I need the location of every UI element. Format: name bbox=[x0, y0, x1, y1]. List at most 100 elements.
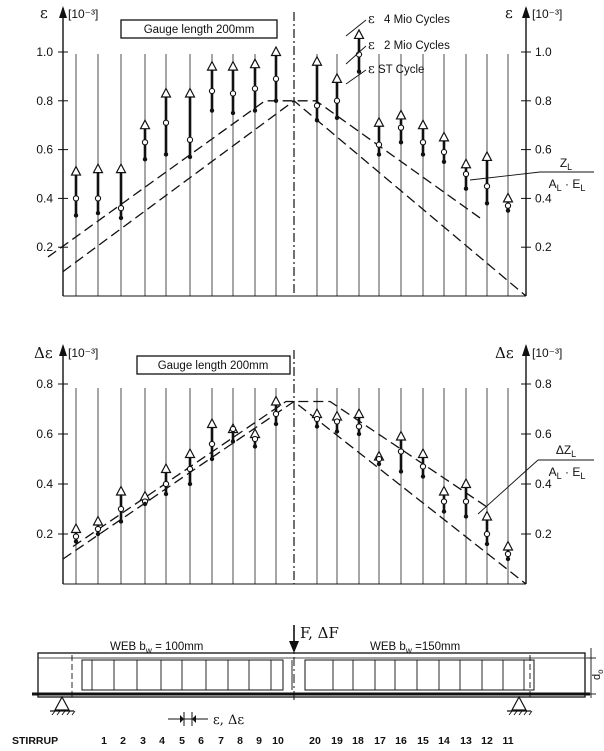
top-point-circle-16 bbox=[397, 124, 405, 131]
mid-tick-label-left-0: 0.2 bbox=[36, 527, 53, 541]
load-label: F, ΔF bbox=[300, 624, 339, 642]
mid-point-triangle-12 bbox=[481, 510, 493, 521]
mid-point-dot-16 bbox=[398, 469, 404, 474]
web-right-label: WEB bw =150mm bbox=[370, 641, 460, 655]
stirrup-number-3: 3 bbox=[140, 735, 146, 747]
top-point-triangle-19 bbox=[331, 72, 343, 83]
load-arrow: F, ΔF bbox=[289, 624, 339, 653]
top-point-circle-13 bbox=[462, 170, 470, 178]
top-point-circle-14 bbox=[440, 148, 448, 156]
top-gauge-box bbox=[120, 19, 278, 39]
top-tick-label-right-0: 0.2 bbox=[535, 240, 552, 254]
depth-label: do bbox=[591, 669, 604, 680]
legend-item-2-mio: ε 2 Mio Cycles bbox=[368, 38, 450, 53]
support-right bbox=[507, 695, 533, 716]
top-point-circle-4 bbox=[141, 139, 149, 146]
mid-point-circle-13 bbox=[462, 498, 470, 505]
mid-formula-denominator: AL · EL bbox=[549, 465, 586, 481]
mid-point-circle-17 bbox=[375, 455, 383, 463]
mid-point-circle-8 bbox=[229, 425, 237, 433]
mid-panel: Δε [10⁻³] Δε [10⁻³] Gauge length 200mm 0… bbox=[34, 344, 594, 585]
gauge-indicator-arrow-left bbox=[180, 715, 184, 723]
mid-point-circle-11 bbox=[504, 550, 512, 558]
top-point-dot-9 bbox=[252, 108, 258, 113]
mid-point-dot-3 bbox=[118, 519, 124, 524]
mid-gauge-box bbox=[136, 355, 291, 375]
top-point-triangle-14 bbox=[438, 131, 450, 142]
mid-reference-curve-2 bbox=[62, 400, 527, 585]
top-point-triangle-16 bbox=[395, 109, 407, 120]
mid-unit-label-left: [10⁻³] bbox=[68, 346, 98, 360]
mid-point-triangle-2 bbox=[92, 515, 104, 526]
top-tick-label-right-2: 0.6 bbox=[535, 143, 552, 157]
top-point-dot-5 bbox=[163, 152, 169, 157]
top-right-y-arrow bbox=[522, 6, 530, 18]
legend-sym-2: ε bbox=[368, 38, 375, 53]
legend-label-2: 2 Mio Cycles bbox=[384, 40, 450, 52]
mid-tick-label-left-1: 0.4 bbox=[36, 477, 53, 491]
top-tick-label-right-1: 0.4 bbox=[535, 191, 552, 205]
mid-reference-curves bbox=[62, 400, 527, 585]
web-left-text: WEB bw = 100mm bbox=[110, 641, 203, 655]
web-left-label: WEB bw = 100mm bbox=[110, 641, 203, 655]
mid-point-dot-13 bbox=[463, 514, 469, 519]
top-point-triangle-15 bbox=[417, 118, 429, 130]
web-opening-left bbox=[81, 659, 284, 691]
legend-label-1: 4 Mio Cycles bbox=[384, 14, 450, 26]
mid-formula-leader bbox=[477, 459, 539, 515]
mid-tick-label-right-2: 0.6 bbox=[535, 427, 552, 441]
top-tick-label-left-2: 0.6 bbox=[36, 143, 53, 157]
mid-right-y-arrow bbox=[522, 344, 530, 356]
legend-label-3: ST Cycle bbox=[378, 64, 424, 76]
top-point-dot-8 bbox=[230, 110, 236, 116]
top-point-circle-12 bbox=[483, 183, 491, 190]
legend-sym-3: ε bbox=[368, 62, 375, 77]
top-point-triangle-12 bbox=[481, 150, 493, 162]
top-point-dot-19 bbox=[334, 115, 340, 121]
stirrup-number-15: 15 bbox=[417, 735, 429, 747]
mid-point-triangle-11 bbox=[502, 540, 514, 551]
top-point-dot-12 bbox=[484, 201, 490, 206]
top-point-triangle-11 bbox=[502, 192, 514, 203]
mid-point-dot-2 bbox=[95, 531, 101, 537]
gauge-indicator-label: ε, Δε bbox=[213, 713, 244, 728]
top-point-circle-2 bbox=[94, 195, 102, 202]
mid-left-y-arrow bbox=[59, 344, 67, 356]
legend-item-4-mio: ε 4 Mio Cycles bbox=[368, 12, 450, 27]
top-y-ticks: 0.2 0.2 0.4 0.4 0.6 0.6 0.8 0.8 1.0 1.0 bbox=[36, 45, 552, 254]
mid-tick-label-left-3: 0.8 bbox=[36, 377, 53, 391]
mid-point-circle-1 bbox=[72, 533, 80, 540]
mid-point-circle-15 bbox=[419, 463, 427, 470]
mid-point-circle-14 bbox=[440, 498, 448, 505]
stirrup-number-11: 11 bbox=[502, 735, 513, 747]
mid-point-dot-11 bbox=[505, 556, 511, 562]
stirrup-number-4: 4 bbox=[159, 735, 165, 747]
mid-point-triangle-6 bbox=[184, 447, 196, 459]
top-point-triangle-10 bbox=[270, 45, 282, 57]
top-measurements bbox=[70, 28, 514, 221]
mid-point-dot-20 bbox=[314, 424, 320, 429]
top-point-circle-5 bbox=[162, 119, 170, 126]
load-arrow-head bbox=[289, 641, 299, 653]
mid-point-circle-18 bbox=[355, 423, 363, 430]
web-opening-right bbox=[304, 659, 535, 691]
mid-eps-label-left: Δε bbox=[34, 344, 53, 362]
mid-point-dot-6 bbox=[187, 481, 193, 487]
mid-point-circle-10 bbox=[272, 410, 280, 418]
mid-tick-label-right-3: 0.8 bbox=[535, 377, 552, 391]
top-unit-label-right: [10⁻³] bbox=[532, 7, 562, 21]
mid-formula-numerator: ΔZL bbox=[556, 443, 576, 459]
top-tick-label-left-3: 0.8 bbox=[36, 94, 53, 108]
top-tick-label-left-4: 1.0 bbox=[36, 45, 53, 59]
mid-point-triangle-10 bbox=[270, 395, 282, 406]
stirrup-number-10: 10 bbox=[272, 735, 284, 747]
mid-point-dot-9 bbox=[252, 444, 258, 449]
top-point-circle-20 bbox=[313, 102, 321, 109]
mid-point-circle-9 bbox=[251, 435, 259, 443]
top-point-circle-1 bbox=[72, 195, 80, 202]
top-point-dot-1 bbox=[73, 213, 79, 218]
top-point-triangle-20 bbox=[311, 55, 323, 66]
mid-point-dot-8 bbox=[230, 439, 236, 444]
stirrup-number-8: 8 bbox=[237, 735, 243, 747]
